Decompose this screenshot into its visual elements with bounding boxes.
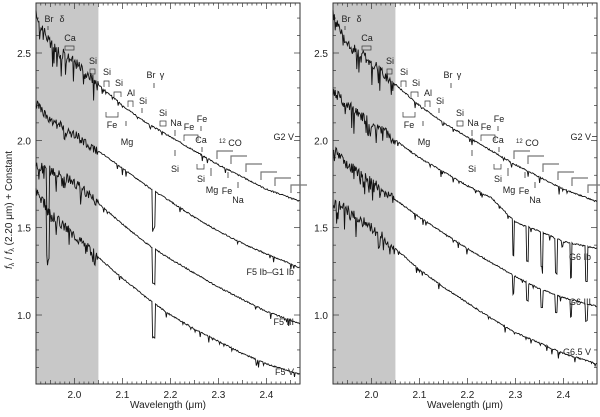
line-annotation: Al [424,88,432,98]
line-annotation: Br [45,14,54,24]
line-annotation: Na [529,195,541,205]
spectral-type-label: G6.5 V [563,347,591,357]
line-annotation: Si [103,67,111,77]
x-tick-label: 2.4 [259,390,273,401]
spectral-type-label: F5 V [275,367,294,377]
line-annotation: Ca [64,33,76,43]
y-axis-title: fλ / fλ (2.20 μm) + Constant [4,151,16,269]
x-axis-title-left: Wavelength (μm) [130,400,206,411]
line-annotation: Si [456,108,464,118]
line-annotation: Fe [197,114,208,124]
line-annotation: Fe [404,120,415,130]
spectrum-f5-v [35,188,300,377]
x-tick-label: 2.1 [115,390,129,401]
spectrum-g6-5-v [332,199,597,368]
y-tick-label: 2.0 [17,136,31,147]
spectrum-g2-v [35,10,300,202]
line-annotation: Br [342,14,351,24]
line-annotation: Mg [206,185,219,195]
line-annotation: Al [127,88,135,98]
spectral-type-label: G2 V [273,132,294,142]
line-annotation: Si [386,56,394,66]
y-tick-label: 2.0 [314,136,328,147]
line-annotation: Fe [519,186,530,196]
y-tick-label: 1.5 [17,224,31,235]
line-annotation: Si [400,67,408,77]
line-annotation: Fe [481,122,492,132]
line-annotation: Si [89,56,97,66]
right-panel: 2.0 2.1 2.2 2.3 2.4 1.0 1.5 2.0 2.5 G2 V G6 Ib G6 I… [314,2,600,401]
x-tick-label: 2.3 [211,390,225,401]
line-annotation: Ca [195,135,207,145]
line-annotation: Mg [121,137,134,147]
line-annotation: γ [160,70,165,80]
line-annotation: δ [59,14,64,24]
line-annotation: Ca [492,135,504,145]
x-tick-label: 2.4 [556,390,570,401]
line-annotation: Fe [222,186,233,196]
spectral-type-label: G6 III [569,297,591,307]
y-tick-label: 2.5 [314,49,328,60]
y-tick-label: 2.5 [17,49,31,60]
spectral-type-label: F5 III [273,317,294,327]
line-annotation: Si [115,78,123,88]
line-annotation: Si [412,78,420,88]
spectral-type-label: F5 Ib–G1 Ib [246,267,294,277]
x-tick-label: 2.0 [67,390,81,401]
spectrum-g6-iii [332,146,597,323]
line-annotation: Fe [494,114,505,124]
line-annotation: Si [171,164,179,174]
spectrum-f5-iii [35,162,300,326]
x-tick-label: 2.2 [163,390,177,401]
line-annotation: Ca [361,33,373,43]
line-annotation: Br [147,70,156,80]
line-annotation: γ [457,70,462,80]
line-annotation: δ [356,14,361,24]
line-annotation: Si [139,96,147,106]
line-annotation: Na [232,195,244,205]
line-annotation: Si [468,164,476,174]
spectrum-f5-ib-g1-ib [35,100,300,270]
left-panel: 2.0 2.1 2.2 2.3 2.4 1.0 1.5 2.0 2.5 G2 V F5 Ib–G1 … [17,2,307,401]
y-tick-label: 1.5 [314,224,328,235]
x-tick-label: 2.2 [460,390,474,401]
plot-frame [35,2,301,385]
spectral-type-label: G2 V [570,132,591,142]
x-tick-label: 2.3 [508,390,522,401]
line-annotation: Si [197,174,205,184]
y-tick-label: 1.0 [17,311,31,322]
line-annotation: Fe [107,120,118,130]
line-annotation: Na [170,118,182,128]
line-annotation: Fe [184,122,195,132]
co-annotation: 12 CO [219,138,242,148]
co-annotation: 12 CO [516,138,539,148]
x-tick-label: 2.0 [364,390,378,401]
line-annotation: Mg [503,185,516,195]
line-annotation: Si [494,174,502,184]
line-annotation: Br [444,70,453,80]
y-tick-label: 1.0 [314,311,328,322]
plot-frame [332,2,598,385]
line-annotation: Si [436,96,444,106]
line-annotation: Si [159,108,167,118]
spectral-type-label: G6 Ib [569,252,591,262]
x-axis-title-right: Wavelength (μm) [427,400,503,411]
spectrum-g2-v [332,10,597,203]
spectrum-g6-ib [332,89,597,283]
line-annotation: Na [467,118,479,128]
line-annotation: Mg [418,137,431,147]
x-tick-label: 2.1 [412,390,426,401]
